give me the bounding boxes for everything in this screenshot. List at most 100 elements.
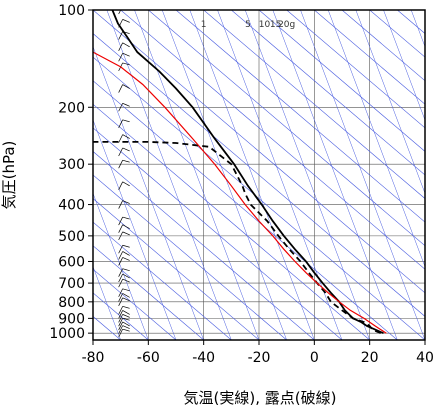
x-tick-label: -80 xyxy=(82,350,105,366)
x-tick-label: 0 xyxy=(310,350,319,366)
wind-barb-feather xyxy=(122,159,130,163)
x-axis-title: 気温(実線), 露点(破線) xyxy=(184,389,337,407)
wind-barb xyxy=(118,244,130,254)
wind-barb-feather xyxy=(122,134,130,139)
mixing-ratio-line xyxy=(327,10,425,268)
y-tick-label: 100 xyxy=(58,3,85,19)
wind-barb-staff xyxy=(118,293,123,302)
mixing-ratio-label: 10 xyxy=(259,20,271,30)
mixing-ratio-line xyxy=(106,10,232,340)
y-tick-label: 400 xyxy=(58,198,85,214)
dry-adiabat xyxy=(93,245,204,340)
mixing-ratio-line xyxy=(410,10,425,48)
y-axis-title: 気圧(hPa) xyxy=(0,141,18,210)
y-tick-label: 200 xyxy=(58,100,85,116)
y-tick-label: 900 xyxy=(58,311,85,327)
wind-barb-staff xyxy=(118,314,123,323)
wind-barb xyxy=(118,257,130,266)
wind-barb xyxy=(118,147,130,157)
wind-barb-staff xyxy=(118,268,123,277)
mixing-ratio-line xyxy=(383,10,425,121)
wind-barb xyxy=(118,297,130,306)
mixing-ratio-label: 5 xyxy=(245,20,251,30)
wind-barb-feather xyxy=(122,317,130,321)
wind-barb-staff xyxy=(118,181,123,190)
wind-barb-feather xyxy=(122,278,130,283)
mixing-ratio-line xyxy=(93,192,149,340)
wind-barb xyxy=(118,317,130,327)
wind-barb-staff xyxy=(118,160,123,169)
wind-barb-feather xyxy=(122,224,130,229)
dry-adiabat xyxy=(203,10,425,199)
wind-barb-staff xyxy=(118,147,123,157)
wind-barb-staff xyxy=(118,245,123,254)
wind-barb xyxy=(118,321,130,331)
wind-barb xyxy=(118,181,130,190)
y-tick-label: 600 xyxy=(58,254,85,270)
wind-barb-feather xyxy=(122,306,130,309)
wind-barb-feather xyxy=(122,288,130,292)
dry-adiabat xyxy=(341,10,425,82)
dry-adiabat xyxy=(93,10,425,294)
wind-barb-feather xyxy=(122,147,130,152)
dry-adiabat xyxy=(148,10,425,247)
wind-barb-staff xyxy=(118,119,123,128)
mixing-ratio-line xyxy=(93,119,177,340)
mixing-ratio-line xyxy=(217,10,343,340)
x-tick-label: -40 xyxy=(192,350,215,366)
wind-barb xyxy=(118,102,130,112)
y-tick-label: 700 xyxy=(58,276,85,292)
wind-barb-staff xyxy=(118,231,123,241)
dry-adiabat xyxy=(424,10,425,11)
mixing-ratio-label: 15 xyxy=(270,20,281,30)
mixing-ratio-line xyxy=(272,10,398,340)
dry-adiabat xyxy=(258,10,425,152)
wind-barb-staff xyxy=(118,278,123,288)
wind-barb-feather xyxy=(122,216,130,220)
dewpoint-line xyxy=(93,141,382,335)
mixing-ratio-line xyxy=(244,10,370,340)
wind-barb-staff xyxy=(118,42,123,51)
wind-barb-staff xyxy=(118,31,123,40)
wind-barb-feather xyxy=(122,181,130,187)
wind-barb-staff xyxy=(118,328,123,338)
wind-barb xyxy=(118,224,130,233)
wind-barb-feather xyxy=(122,310,130,315)
wind-barb-feather xyxy=(122,314,130,318)
dry-adiabat xyxy=(93,103,370,340)
wind-barb xyxy=(118,314,130,323)
wind-barb xyxy=(118,288,130,297)
wind-barb-feather xyxy=(122,119,130,123)
wind-barb xyxy=(118,134,130,143)
wind-barb xyxy=(118,216,130,226)
wind-barb xyxy=(118,52,130,62)
dry-adiabat xyxy=(93,221,232,340)
wind-barb xyxy=(118,159,130,169)
wind-barb xyxy=(118,268,130,277)
wind-barb-staff xyxy=(118,134,123,143)
wind-barb-staff xyxy=(118,297,123,306)
wind-barb-staff xyxy=(118,310,123,319)
wind-barb-staff xyxy=(118,10,122,15)
dry-adiabat xyxy=(286,10,425,129)
profile-lines xyxy=(93,10,387,335)
dry-adiabat xyxy=(93,80,398,340)
dry-adiabat xyxy=(314,10,425,105)
x-tick-label: 20 xyxy=(361,350,379,366)
wind-barb-staff xyxy=(118,321,123,331)
wind-barb-feather xyxy=(122,297,130,302)
wind-barb xyxy=(118,306,130,315)
wind-barb-feather xyxy=(122,19,130,23)
wind-barb-feather xyxy=(122,293,130,298)
wind-barb xyxy=(118,310,130,319)
mixing-ratio-line xyxy=(355,10,425,195)
x-tick-label: -20 xyxy=(248,350,271,366)
wind-barb xyxy=(118,84,130,93)
wind-barb-feather xyxy=(122,328,130,332)
wind-barb-staff xyxy=(118,216,123,226)
wind-barb-feather xyxy=(122,268,130,272)
wind-barb-staff xyxy=(118,273,123,283)
wind-barb xyxy=(118,42,130,51)
parcel-line xyxy=(93,51,387,334)
